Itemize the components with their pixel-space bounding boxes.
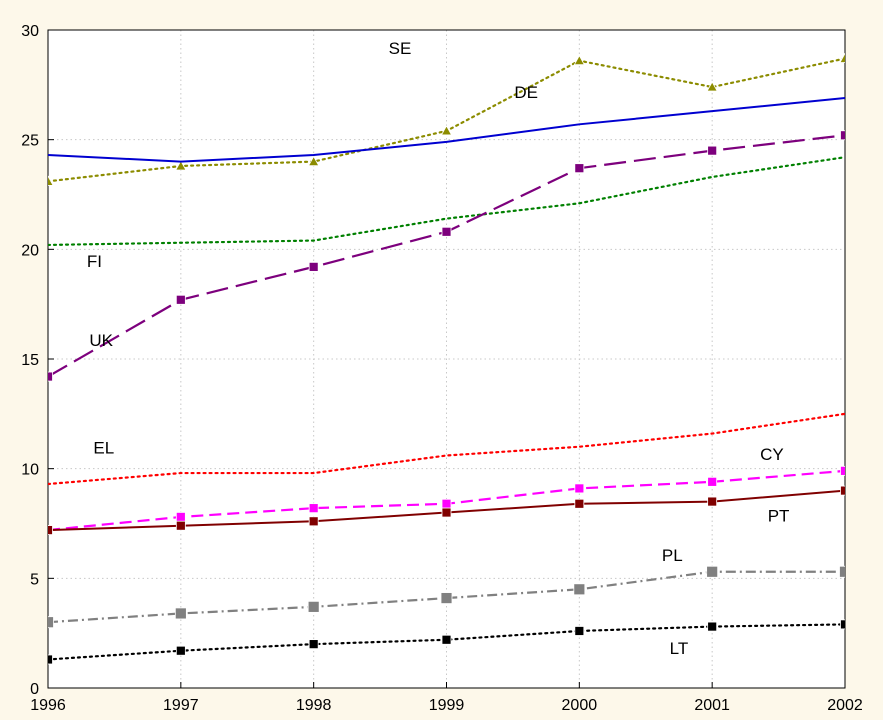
data-point-uk (308, 261, 319, 272)
series-label-pl: PL (662, 546, 683, 565)
series-line-fi (48, 156, 845, 247)
data-point-pt (574, 498, 585, 509)
data-point-cy (574, 483, 585, 494)
data-point-pl (440, 592, 453, 604)
data-point-pt (308, 516, 319, 527)
data-point-se (48, 175, 54, 186)
series-label-cy: CY (760, 445, 784, 464)
data-point-lt (574, 626, 585, 636)
y-tick-label: 10 (21, 462, 39, 479)
data-point-pl (573, 583, 586, 596)
data-point-uk (441, 226, 452, 237)
x-tick-label: 2000 (562, 697, 598, 714)
y-tick-label: 20 (21, 242, 39, 259)
data-point-lt (308, 639, 319, 650)
y-tick-label: 5 (30, 571, 39, 588)
data-point-pt (707, 496, 718, 507)
data-point-pt (175, 520, 186, 531)
x-tick-label: 2001 (694, 697, 730, 714)
x-tick-label: 1997 (163, 697, 199, 714)
data-point-uk (707, 145, 718, 156)
series-label-pt: PT (768, 506, 790, 525)
data-point-se (839, 52, 845, 63)
data-point-pl (706, 565, 719, 578)
y-tick-label: 0 (30, 681, 39, 698)
data-point-uk (175, 294, 186, 305)
data-point-pt (840, 485, 845, 496)
data-point-pl (839, 565, 845, 578)
data-point-se (175, 160, 187, 171)
data-point-pt (441, 507, 452, 518)
data-point-cy (707, 476, 718, 487)
data-point-pl (307, 600, 320, 613)
x-tick-label: 2002 (827, 697, 863, 714)
data-point-lt (840, 619, 845, 630)
y-tick-label: 15 (21, 352, 39, 369)
series-label-lt: LT (670, 639, 689, 658)
series-label-se: SE (389, 39, 412, 58)
data-point-se (440, 125, 453, 136)
data-point-lt (441, 634, 452, 645)
data-point-se (706, 81, 718, 92)
data-point-pl (174, 607, 187, 620)
data-point-cy (175, 512, 186, 522)
series-line-de (48, 96, 845, 163)
y-tick-label: 30 (21, 23, 39, 40)
series-label-de: DE (514, 83, 538, 102)
data-point-pl (48, 616, 54, 629)
data-point-se (573, 54, 586, 66)
data-point-uk (48, 371, 53, 382)
y-tick-label: 25 (21, 133, 39, 150)
data-point-lt (48, 654, 53, 665)
data-point-se (307, 155, 320, 167)
data-point-uk (574, 163, 585, 174)
series-label-uk: UK (89, 331, 113, 350)
data-point-lt (707, 621, 718, 632)
data-point-pt (48, 525, 53, 535)
series-line-el (48, 412, 845, 486)
series-label-el: EL (93, 438, 114, 457)
data-point-uk (840, 130, 845, 141)
x-tick-label: 1999 (429, 697, 465, 714)
series-label-fi: FI (87, 252, 102, 271)
data-point-lt (175, 645, 186, 656)
x-tick-label: 1996 (30, 697, 66, 714)
x-tick-label: 1998 (296, 697, 332, 714)
data-point-cy (308, 503, 319, 514)
data-point-cy (441, 498, 452, 509)
data-point-cy (840, 465, 845, 476)
